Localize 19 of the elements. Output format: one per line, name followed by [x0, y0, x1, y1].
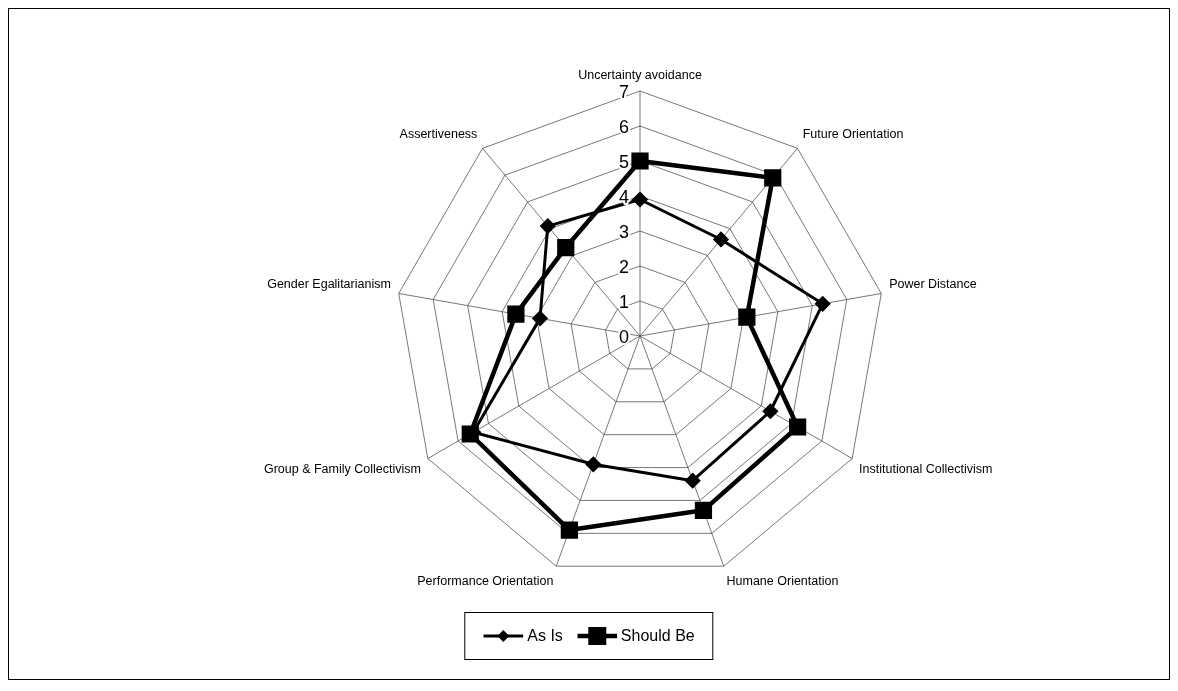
- y-tick-label: 5: [618, 151, 629, 172]
- spoke-label: Assertiveness: [399, 127, 478, 142]
- y-tick-label: 7: [618, 81, 629, 102]
- spoke-label: Institutional Collectivism: [859, 462, 993, 477]
- spoke-label: Gender Egalitarianism: [267, 277, 391, 292]
- y-tick-label: 0: [618, 326, 629, 347]
- spoke-label: Power Distance: [889, 277, 977, 292]
- spoke-label: Humane Orientation: [726, 573, 839, 588]
- legend-label: As Is: [527, 627, 563, 645]
- spoke-label: Performance Orientation: [417, 573, 554, 588]
- y-tick-label: 1: [618, 291, 629, 312]
- y-tick-label: 3: [618, 221, 629, 242]
- spoke-label: Uncertainty avoidance: [578, 67, 702, 82]
- y-tick-label: 2: [618, 256, 629, 277]
- y-tick-label: 4: [618, 186, 629, 207]
- y-tick-label: 6: [618, 116, 629, 137]
- legend-label: Should Be: [620, 627, 695, 645]
- spoke-label: Group & Family Collectivism: [263, 462, 421, 477]
- spoke-label: Future Orientation: [802, 127, 904, 142]
